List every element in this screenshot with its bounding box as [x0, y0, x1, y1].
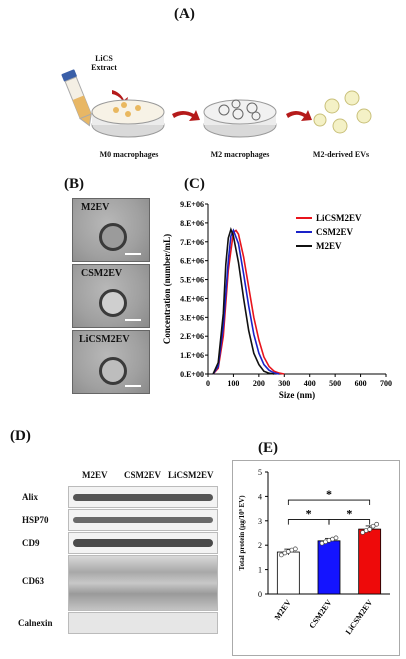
tem-label-licsm2ev: LiCSM2EV	[79, 334, 130, 345]
chart-frame	[232, 460, 400, 656]
y-tick-label: 9.E+06	[180, 200, 204, 209]
y-tick-label: 4	[258, 492, 262, 501]
legend-label-csm2ev: CSM2EV	[316, 227, 354, 237]
x-tick-label: 200	[253, 379, 265, 388]
wb-row-calnexin: Calnexin	[18, 618, 53, 628]
x-tick-label: 100	[227, 379, 239, 388]
arrow-2-icon	[172, 110, 200, 121]
significance-star: *	[346, 507, 352, 521]
y-tick-label: 1	[258, 566, 262, 575]
bar-licsm2ev	[358, 528, 382, 595]
series-line-csm2ev	[212, 228, 280, 375]
step-label-evs: M2-derived EVs	[312, 150, 370, 159]
bar-m2ev	[276, 551, 300, 595]
tem-image-licsm2ev: LiCSM2EV	[72, 330, 150, 394]
y-axis-label: Total protein (μg/10⁹ EV)	[238, 495, 246, 571]
significance-star: *	[306, 507, 312, 521]
data-point	[278, 552, 284, 558]
legend-label-m2ev: M2EV	[316, 241, 342, 251]
tem-label-csm2ev: CSM2EV	[81, 268, 123, 279]
tem-image-csm2ev: CSM2EV	[72, 264, 150, 328]
tem-label-m2ev: M2EV	[81, 202, 110, 213]
panel-b-label: (B)	[64, 176, 84, 192]
blot-alix	[68, 486, 218, 508]
data-point	[292, 546, 298, 552]
blot-cd9	[68, 532, 218, 554]
panel-d-label: (D)	[10, 428, 31, 444]
x-tick-label: 0	[206, 379, 210, 388]
wb-row-cd9: CD9	[22, 538, 40, 548]
x-tick-label: 300	[278, 379, 290, 388]
y-tick-label: 5.E+06	[180, 276, 204, 285]
panel-a-label: (A)	[174, 6, 195, 22]
test-tube-icon	[61, 69, 92, 127]
y-tick-label: 4.E+06	[180, 294, 204, 303]
data-point	[333, 535, 339, 541]
data-point	[367, 526, 373, 532]
x-tick-label: 600	[355, 379, 367, 388]
vesicle-shape	[99, 289, 127, 317]
y-tick-label: 2.E+06	[180, 332, 204, 341]
x-tick-label: 400	[304, 379, 316, 388]
y-tick-label: 0	[258, 590, 262, 599]
x-axis-label: Size (nm)	[279, 390, 315, 400]
blot-cd63	[68, 555, 218, 611]
data-point	[360, 530, 366, 535]
blot-hsp70	[68, 509, 218, 531]
tem-image-m2ev: M2EV	[72, 198, 150, 262]
vesicle-shape	[99, 223, 127, 251]
workflow-diagram	[61, 69, 372, 138]
panel-e-label: (E)	[258, 440, 278, 456]
wb-row-alix: Alix	[22, 492, 39, 502]
y-tick-label: 0.E+00	[180, 370, 204, 379]
tube-label: LiCS Extract	[91, 54, 117, 72]
arrow-3-icon	[286, 110, 312, 121]
y-axis-label: Concentration (number/mL)	[162, 234, 172, 344]
step-label-m0: M0 macrophages	[99, 150, 159, 159]
y-tick-label: 2	[258, 541, 262, 550]
wb-row-cd63: CD63	[22, 576, 44, 586]
petri-dish-m0-icon	[91, 99, 165, 138]
wb-column-licsm2ev: LiCSM2EV	[168, 470, 214, 480]
extracellular-vesicles-icon	[313, 90, 372, 134]
y-tick-label: 7.E+06	[180, 238, 204, 247]
y-tick-label: 1.E+06	[180, 351, 204, 360]
scale-bar	[125, 385, 141, 387]
size-distribution-chart: 0.E+00 1.E+06 2.E+06 3.E+06 4.E+06 5.E+06 6.E+…	[162, 200, 392, 400]
blot-calnexin	[68, 612, 218, 634]
y-tick-label: 3	[258, 517, 262, 526]
y-tick-label: 8.E+06	[180, 219, 204, 228]
x-tick-label: M2EV	[273, 598, 293, 622]
significance-bracket	[328, 519, 371, 525]
scale-bar	[125, 253, 141, 255]
scale-bar	[125, 319, 141, 321]
x-tick-label: 700	[380, 379, 392, 388]
wb-column-csm2ev: CSM2EV	[124, 470, 162, 480]
legend-label-licsm2ev: LiCSM2EV	[316, 213, 362, 223]
panel-c-label: (C)	[184, 176, 205, 192]
data-point	[374, 521, 380, 527]
bar-csm2ev	[317, 540, 341, 595]
total-protein-chart: 0 1 2 3 4 5 Total protein (μg/10⁹ EV) M2EV CSM2E…	[232, 460, 400, 656]
significance-star: *	[326, 487, 332, 501]
y-tick-label: 5	[258, 468, 262, 477]
series-line-m2ev	[212, 227, 275, 375]
wb-row-hsp70: HSP70	[22, 515, 49, 525]
data-point	[370, 523, 376, 529]
x-tick-label: CSM2EV	[307, 598, 333, 630]
vesicle-shape	[99, 357, 127, 385]
x-tick-label: 500	[329, 379, 341, 388]
significance-bracket	[287, 499, 371, 506]
wb-column-m2ev: M2EV	[82, 470, 108, 480]
y-tick-label: 6.E+06	[180, 257, 204, 266]
x-tick-label: LiCSM2EV	[344, 598, 375, 636]
step-label-m2: M2 macrophages	[210, 150, 270, 159]
petri-dish-m2-icon	[203, 99, 277, 138]
y-tick-label: 3.E+06	[180, 313, 204, 322]
